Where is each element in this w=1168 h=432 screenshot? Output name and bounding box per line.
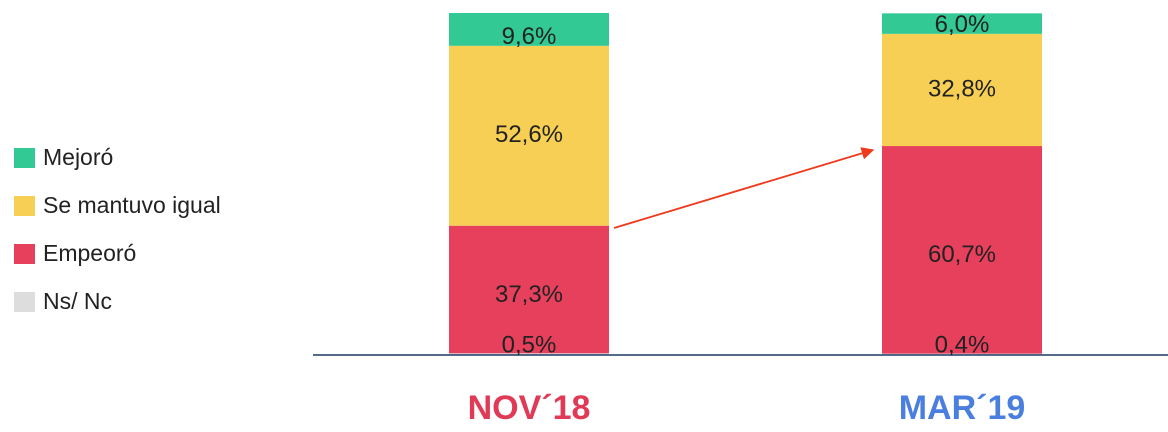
value-label: 37,3%: [495, 281, 563, 308]
bars: [449, 13, 1042, 355]
value-label: 9,6%: [502, 23, 557, 50]
legend-swatch: [14, 292, 35, 312]
trend-arrow: [613, 147, 875, 229]
bar-segment: [882, 13, 1042, 34]
bar-segment: [449, 45, 609, 226]
value-label: 60,7%: [928, 241, 996, 268]
value-label: 32,8%: [928, 75, 996, 102]
bar-segment: [449, 13, 609, 46]
value-label: 52,6%: [495, 121, 563, 148]
x-tick-label: NOV´18: [468, 389, 591, 427]
legend-swatch: [14, 196, 35, 216]
legend-label: Empeoró: [43, 240, 136, 266]
legend-label: Mejoró: [43, 144, 113, 170]
value-label: 6,0%: [935, 11, 990, 38]
bar-segment: [882, 33, 1042, 147]
bar-segment: [449, 225, 609, 354]
bar-segment: [882, 146, 1042, 354]
value-label: 0,5%: [502, 331, 557, 358]
bar-segment: [449, 353, 609, 355]
x-tick-label: MAR´19: [899, 389, 1026, 427]
legend-label: Ns/ Nc: [43, 288, 112, 314]
legend-label: Se mantuvo igual: [43, 192, 221, 218]
legend-swatch: [14, 148, 35, 168]
value-label: 0,4%: [935, 331, 990, 358]
legend-swatch: [14, 244, 35, 264]
